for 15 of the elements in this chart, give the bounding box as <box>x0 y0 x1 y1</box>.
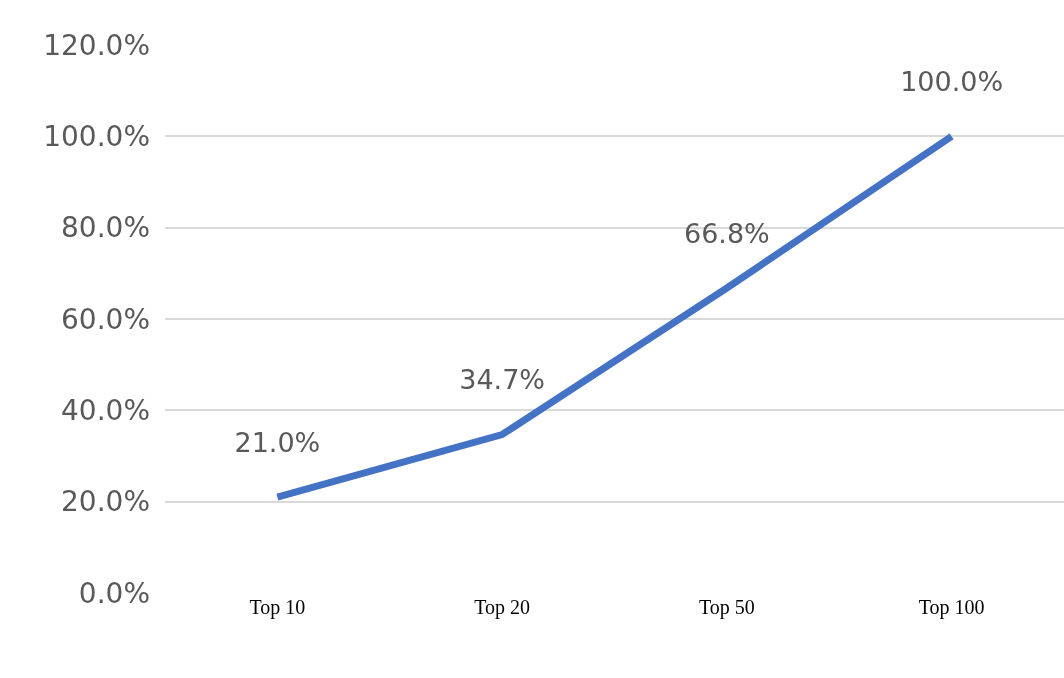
y-tick-label: 20.0% <box>61 485 150 519</box>
data-label: 100.0% <box>900 66 1004 98</box>
y-tick-label: 40.0% <box>61 394 150 428</box>
x-tick-label: Top 100 <box>918 596 985 619</box>
y-tick-label: 120.0% <box>43 28 150 62</box>
data-label: 34.7% <box>459 364 546 396</box>
y-tick-label: 80.0% <box>61 211 150 245</box>
x-tick-label: Top 20 <box>474 596 531 619</box>
y-tick-label: 0.0% <box>78 576 150 610</box>
data-label: 66.8% <box>683 217 770 249</box>
y-tick-label: 100.0% <box>43 120 150 154</box>
y-tick-label: 60.0% <box>61 302 150 336</box>
x-tick-label: Top 10 <box>249 596 306 619</box>
data-label: 21.0% <box>234 426 321 458</box>
x-tick-label: Top 50 <box>698 596 755 619</box>
